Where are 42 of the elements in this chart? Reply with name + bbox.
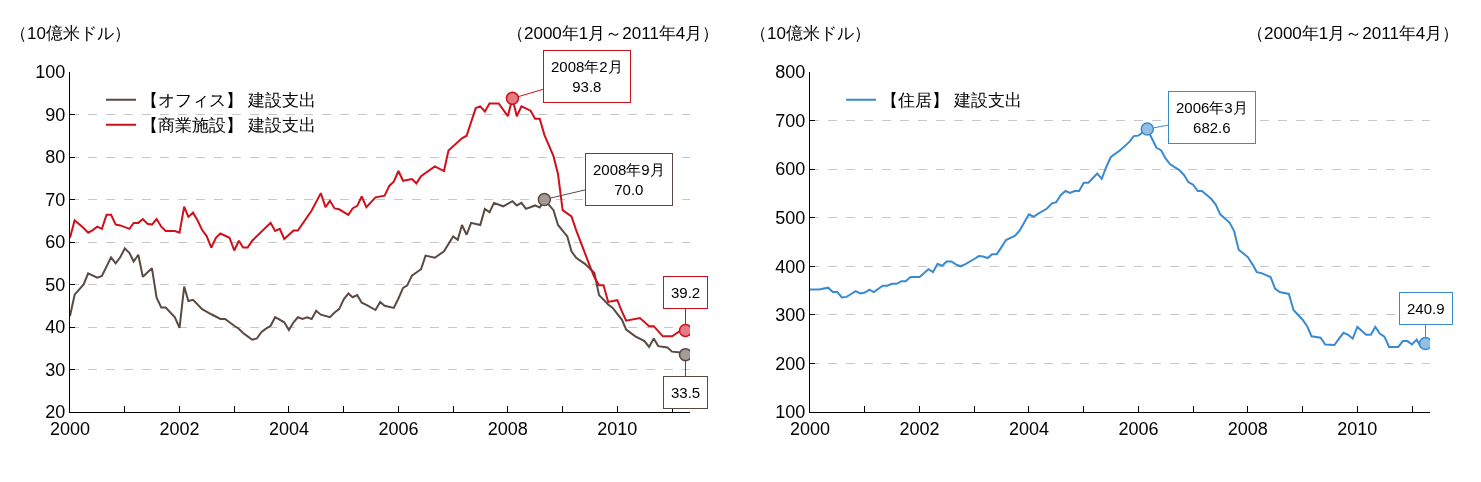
legend-label: 【オフィス】 建設支出 bbox=[141, 91, 316, 111]
y-tick-label: 700 bbox=[775, 110, 806, 131]
point bbox=[537, 192, 552, 207]
annotation: 2008年9月 70.0 bbox=[593, 161, 665, 198]
legend-label: 【商業施設】 建設支出 bbox=[141, 116, 316, 136]
annotation: 33.5 bbox=[671, 384, 701, 401]
point bbox=[678, 347, 690, 362]
point bbox=[678, 323, 690, 338]
point bbox=[505, 91, 520, 106]
x-tick-label: 2002 bbox=[159, 418, 200, 439]
annotation: 2006年3月 682.6 bbox=[1176, 99, 1248, 136]
annotation: 39.2 bbox=[671, 284, 701, 301]
x-tick-label: 2010 bbox=[1337, 418, 1378, 439]
y-tick-label: 60 bbox=[45, 232, 66, 253]
y-tick-label: 30 bbox=[45, 359, 66, 380]
y-tick-label: 70 bbox=[45, 189, 66, 210]
y-tick-label: 80 bbox=[45, 147, 66, 168]
legend-label: 【住居】 建設支出 bbox=[881, 91, 1022, 111]
y-tick-label: 200 bbox=[775, 353, 806, 374]
x-tick-label: 2006 bbox=[378, 418, 419, 439]
annotation: 2008年2月 93.8 bbox=[551, 58, 623, 95]
y-tick-label: 300 bbox=[775, 305, 806, 326]
y-tick-label: 800 bbox=[775, 62, 806, 83]
x-tick-label: 2004 bbox=[1008, 418, 1049, 439]
y-tick-label: 50 bbox=[45, 274, 66, 295]
x-tick-label: 2010 bbox=[597, 418, 638, 439]
y-tick-label: 600 bbox=[775, 159, 806, 180]
x-tick-label: 2008 bbox=[487, 418, 528, 439]
y-axis-title: （10億米ドル） bbox=[750, 24, 871, 43]
y-tick-label: 90 bbox=[45, 104, 66, 125]
x-tick-label: 2002 bbox=[899, 418, 940, 439]
x-tick-label: 2008 bbox=[1227, 418, 1268, 439]
x-tick-label: 2006 bbox=[1118, 418, 1159, 439]
chart-subtitle: （2000年1月～2011年4月） bbox=[1247, 24, 1460, 43]
annotation: 240.9 bbox=[1407, 300, 1445, 317]
y-tick-label: 400 bbox=[775, 256, 806, 277]
y-tick-label: 500 bbox=[775, 208, 806, 229]
y-tick-label: 100 bbox=[35, 62, 66, 83]
y-tick-label: 40 bbox=[45, 317, 66, 338]
x-tick-label: 2004 bbox=[268, 418, 309, 439]
chart-subtitle: （2000年1月～2011年4月） bbox=[507, 24, 720, 43]
y-axis-title: （10億米ドル） bbox=[10, 24, 131, 43]
